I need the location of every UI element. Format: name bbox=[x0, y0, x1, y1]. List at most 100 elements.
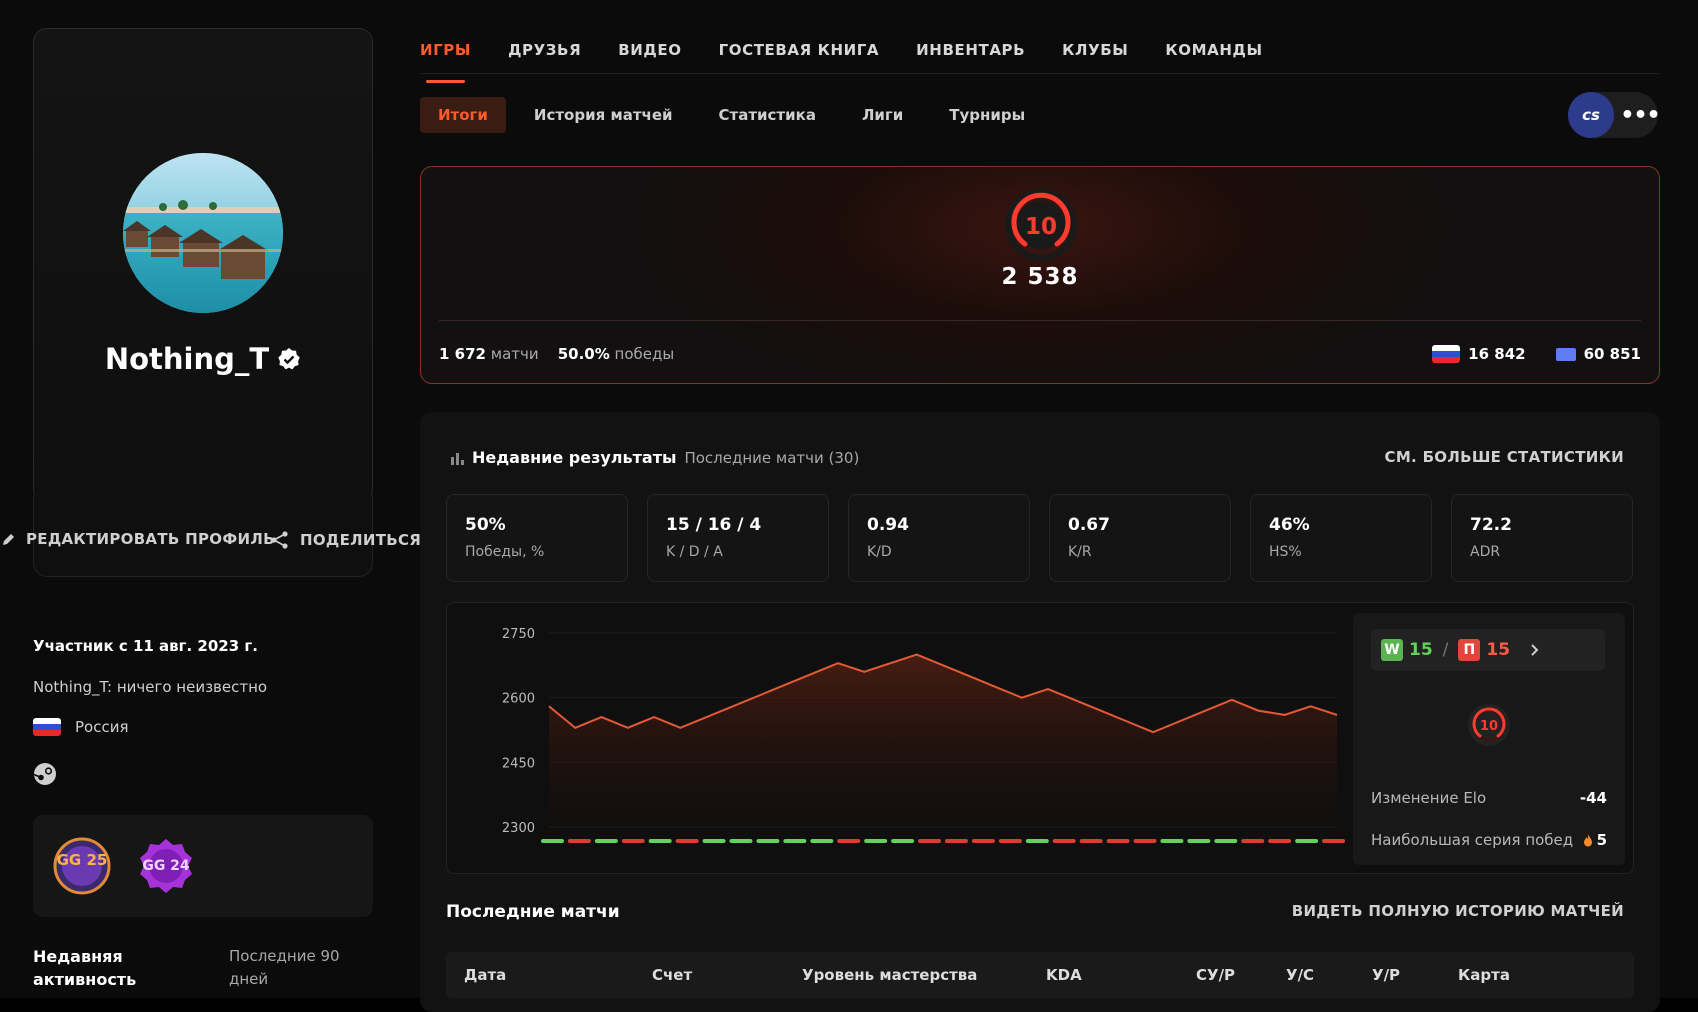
tab-friends[interactable]: ДРУЗЬЯ bbox=[508, 41, 582, 59]
tab-teams[interactable]: КОМАНДЫ bbox=[1165, 41, 1263, 59]
badges-card: GG 25 GG 24 bbox=[33, 815, 373, 917]
elo-divider bbox=[439, 320, 1641, 321]
cs2-game-button[interactable]: cs bbox=[1568, 92, 1614, 138]
match-result-win[interactable] bbox=[729, 839, 753, 843]
gg25-badge-icon[interactable]: GG 25 bbox=[53, 837, 111, 895]
match-result-loss[interactable] bbox=[918, 839, 941, 843]
recent-activity-label: Недавняя активность bbox=[33, 947, 137, 989]
region-flag-icon bbox=[1555, 347, 1576, 361]
tab-video[interactable]: ВИДЕО bbox=[618, 41, 682, 59]
tab-guestbook[interactable]: ГОСТЕВАЯ КНИГА bbox=[718, 41, 880, 59]
match-result-loss[interactable] bbox=[971, 839, 995, 843]
region-rank[interactable]: 60 851 bbox=[1583, 345, 1641, 363]
match-result-win[interactable] bbox=[648, 839, 672, 843]
match-result-loss[interactable] bbox=[1106, 839, 1130, 843]
match-result-win[interactable] bbox=[783, 839, 807, 843]
country-rank[interactable]: 16 842 bbox=[1468, 345, 1526, 363]
steam-link[interactable] bbox=[33, 762, 57, 790]
match-result-win[interactable] bbox=[864, 839, 888, 843]
match-result-win[interactable] bbox=[1187, 839, 1211, 843]
wl-separator: / bbox=[1442, 640, 1449, 660]
elo-area-fill bbox=[549, 654, 1337, 827]
gg24-badge-icon[interactable]: GG 24 bbox=[137, 837, 195, 895]
share-label: ПОДЕЛИТЬСЯ bbox=[300, 531, 422, 549]
cs2-icon: cs bbox=[1582, 106, 1600, 124]
match-result-loss[interactable] bbox=[675, 839, 699, 843]
full-history-link[interactable]: ВИДЕТЬ ПОЛНУЮ ИСТОРИЮ МАТЧЕЙ bbox=[1291, 902, 1624, 920]
match-result-win[interactable] bbox=[1295, 839, 1319, 843]
match-result-win[interactable] bbox=[1025, 839, 1049, 843]
subtab-leagues[interactable]: Лиги bbox=[861, 106, 904, 124]
stat-label: Победы, % bbox=[465, 544, 545, 560]
match-result-win[interactable] bbox=[702, 839, 726, 843]
match-result-win[interactable] bbox=[756, 839, 780, 843]
tab-inventory[interactable]: ИНВЕНТАРЬ bbox=[916, 41, 1026, 59]
elo-summary: 1 672 матчи 50.0% победы bbox=[439, 345, 674, 363]
match-result-loss[interactable] bbox=[567, 839, 591, 843]
stat-card-kda: 15 / 16 / 4 K / D / A bbox=[647, 494, 829, 582]
edit-profile-button[interactable]: РЕДАКТИРОВАТЬ ПРОФИЛЬ bbox=[2, 530, 275, 548]
match-result-loss[interactable] bbox=[1322, 839, 1345, 843]
col-kda[interactable]: KDA bbox=[1046, 966, 1082, 984]
match-result-loss[interactable] bbox=[837, 839, 861, 843]
col-score[interactable]: Счет bbox=[652, 966, 693, 984]
russia-flag-icon bbox=[1432, 345, 1461, 363]
subtab-overview[interactable]: Итоги bbox=[420, 97, 506, 133]
match-result-loss[interactable] bbox=[621, 839, 645, 843]
winrate-value: 50.0% bbox=[557, 345, 610, 363]
win-loss-toggle[interactable]: W 15 / П 15 bbox=[1371, 629, 1605, 671]
elo-card: 10 2 538 1 672 матчи 50.0% победы 16 842… bbox=[420, 166, 1660, 384]
recent-results-card: Недавние результаты Последние матчи (30)… bbox=[420, 412, 1660, 1012]
win-letter-icon: W bbox=[1381, 639, 1403, 661]
match-result-loss[interactable] bbox=[1241, 839, 1265, 843]
elo-line-chart: 2750 2600 2450 2300 bbox=[502, 627, 1345, 843]
match-result-win[interactable] bbox=[1160, 839, 1184, 843]
russia-flag-icon bbox=[33, 718, 61, 736]
recent-results-subtitle: Последние матчи (30) bbox=[684, 448, 860, 467]
stat-label: ADR bbox=[1470, 544, 1501, 560]
col-kd[interactable]: СУ/Р bbox=[1196, 966, 1236, 984]
col-skill-level[interactable]: Уровень мастерства bbox=[802, 966, 978, 984]
avatar[interactable] bbox=[123, 153, 283, 313]
bio-text: Nothing_T: ничего неизвестно bbox=[33, 678, 268, 696]
more-options-button[interactable]: ••• bbox=[1620, 98, 1660, 132]
tab-clubs[interactable]: КЛУБЫ bbox=[1062, 41, 1129, 59]
col-adr[interactable]: У/Р bbox=[1372, 966, 1401, 984]
matches-count: 1 672 bbox=[439, 345, 486, 363]
elo-ranks: 16 842 60 851 bbox=[1432, 345, 1641, 363]
match-result-win[interactable] bbox=[810, 839, 834, 843]
country-row: Россия bbox=[33, 718, 129, 736]
country-name: Россия bbox=[75, 718, 129, 736]
tab-games[interactable]: ИГРЫ bbox=[420, 30, 471, 83]
subtab-tournaments[interactable]: Турниры bbox=[949, 106, 1026, 124]
y-tick-label: 2300 bbox=[502, 821, 535, 836]
col-map[interactable]: Карта bbox=[1458, 966, 1510, 984]
win-streak-value: 5 bbox=[1596, 831, 1607, 849]
col-date[interactable]: Дата bbox=[464, 966, 507, 984]
losses-count: 15 bbox=[1486, 640, 1511, 660]
subtab-match-history[interactable]: История матчей bbox=[533, 106, 673, 124]
see-more-stats-link[interactable]: СМ. БОЛЬШЕ СТАТИСТИКИ bbox=[1384, 448, 1624, 466]
match-result-win[interactable] bbox=[594, 839, 618, 843]
match-result-win[interactable] bbox=[1214, 839, 1238, 843]
match-result-loss[interactable] bbox=[1133, 839, 1157, 843]
match-result-loss[interactable] bbox=[1052, 839, 1076, 843]
col-kr[interactable]: У/С bbox=[1286, 966, 1315, 984]
profile-card: Nothing_T bbox=[33, 28, 373, 503]
fire-icon bbox=[1583, 833, 1592, 846]
match-result-loss[interactable] bbox=[1268, 839, 1292, 843]
stat-card-winrate: 50% Победы, % bbox=[446, 494, 628, 582]
stat-value: 15 / 16 / 4 bbox=[666, 515, 762, 535]
skill-level-small-text: 10 bbox=[1480, 719, 1498, 734]
username-text: Nothing_T bbox=[104, 342, 270, 376]
match-result-loss[interactable] bbox=[998, 839, 1022, 843]
match-result-loss[interactable] bbox=[1079, 839, 1103, 843]
subtab-statistics[interactable]: Статистика bbox=[718, 106, 816, 124]
more-icon: ••• bbox=[1620, 102, 1660, 128]
match-result-loss[interactable] bbox=[945, 839, 968, 843]
chevron-right-icon bbox=[1531, 644, 1539, 656]
match-result-win[interactable] bbox=[891, 839, 915, 843]
elo-chart-card: 2750 2600 2450 2300 W 15 / П 15 10 И bbox=[446, 602, 1634, 874]
share-button[interactable]: ПОДЕЛИТЬСЯ bbox=[270, 530, 421, 550]
match-result-win[interactable] bbox=[541, 839, 564, 843]
